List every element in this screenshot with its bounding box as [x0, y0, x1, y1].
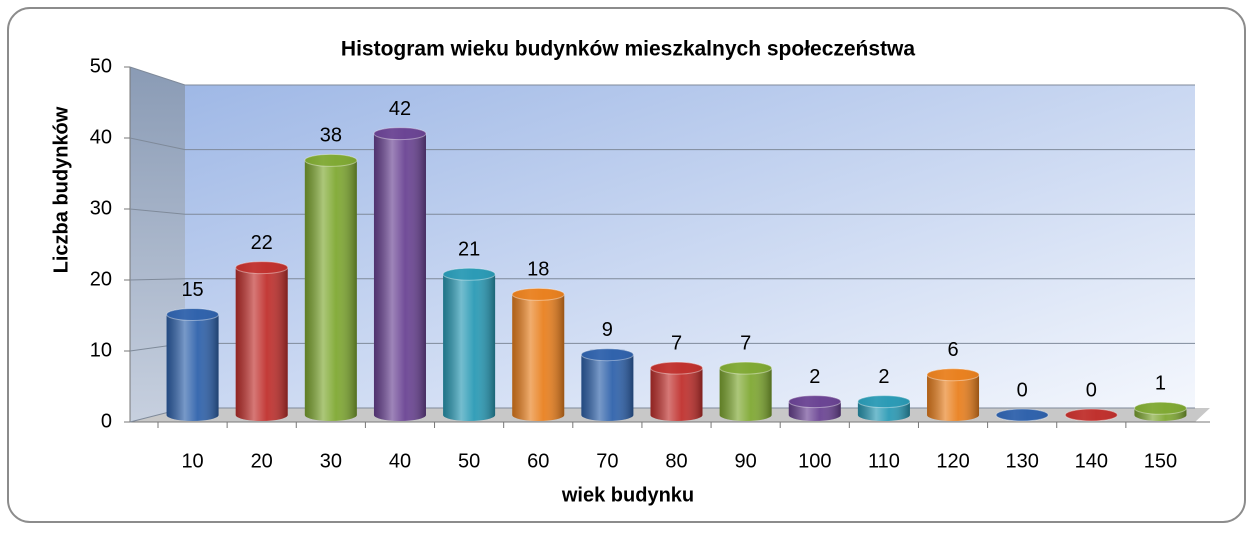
bar-top	[650, 361, 703, 375]
x-tick-label: 100	[798, 450, 831, 472]
x-tick-label: 20	[251, 450, 273, 472]
x-tick-label: 80	[665, 450, 687, 472]
bar-top	[304, 153, 358, 167]
x-tick-label: 60	[527, 450, 549, 472]
x-tick-label: 120	[936, 450, 969, 472]
y-tick-label: 20	[90, 268, 112, 290]
value-label: 0	[1086, 379, 1097, 401]
bar-top	[166, 308, 220, 321]
y-tick-label: 40	[90, 126, 112, 148]
bar-shine	[927, 368, 980, 422]
chart-title: Histogram wieku budynków mieszkalnych sp…	[341, 38, 915, 61]
x-tick-label: 130	[1005, 450, 1038, 472]
x-tick-label: 70	[596, 450, 618, 472]
bar-top	[580, 348, 634, 362]
y-tick-label: 0	[101, 410, 112, 432]
bar-shine	[373, 127, 426, 422]
value-label: 15	[181, 279, 203, 301]
grid-line	[129, 278, 186, 281]
bar-top	[788, 395, 842, 409]
value-label: 42	[389, 98, 411, 120]
x-tick-label: 40	[389, 450, 411, 472]
y-tick-label: 10	[90, 339, 112, 361]
value-label: 21	[458, 239, 480, 261]
x-tick-label: 150	[1144, 450, 1177, 472]
y-axis-title: Liczba budynków	[50, 106, 72, 273]
bar-top	[1133, 401, 1187, 415]
bar-top	[1064, 408, 1118, 422]
x-axis-title: wiek budynku	[561, 484, 694, 506]
x-tick-label: 50	[458, 450, 480, 472]
bar-top	[235, 261, 289, 275]
value-label: 7	[740, 332, 751, 354]
x-tick-label: 110	[868, 450, 900, 472]
grid-line	[129, 208, 186, 215]
value-label: 6	[947, 339, 958, 361]
bar-top	[442, 267, 496, 281]
bar-top	[857, 395, 911, 409]
bar-shine	[166, 308, 219, 421]
value-label: 22	[251, 232, 273, 254]
x-tick-label: 140	[1075, 450, 1108, 472]
bar-shine	[719, 362, 772, 422]
value-label: 7	[671, 332, 682, 354]
bar-shine	[235, 261, 288, 421]
y-tick-label: 50	[90, 55, 112, 77]
value-label: 9	[602, 319, 613, 341]
x-tick-label: 90	[735, 450, 757, 472]
x-tick-label: 10	[181, 450, 203, 472]
y-tick-label: 30	[90, 197, 112, 219]
bar-shine	[304, 154, 357, 422]
bar-top	[511, 287, 565, 301]
bar-shine	[650, 362, 703, 422]
value-label: 2	[878, 366, 889, 388]
value-label: 2	[809, 366, 820, 388]
bar-top	[373, 127, 427, 141]
bar-shine	[443, 268, 496, 422]
bar-top	[926, 368, 980, 382]
grid-line	[129, 137, 186, 151]
x-tick-label: 30	[320, 450, 342, 472]
bar-top	[995, 408, 1049, 422]
value-label: 0	[1017, 379, 1028, 401]
bar-shine	[581, 348, 634, 422]
value-label: 18	[527, 259, 549, 281]
bar-shine	[512, 288, 565, 422]
value-label: 1	[1155, 373, 1166, 395]
bar-top	[719, 361, 773, 375]
value-label: 38	[320, 125, 342, 147]
grid-line	[129, 66, 186, 86]
